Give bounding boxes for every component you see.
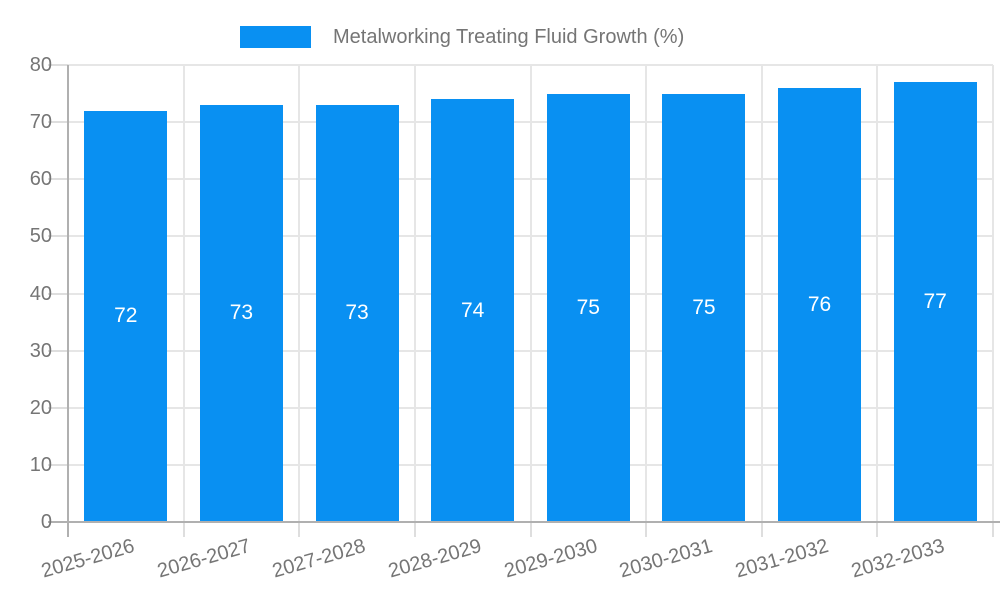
y-axis-line: [67, 65, 69, 537]
y-tick-label: 10: [29, 453, 52, 476]
y-tick-label: 30: [29, 339, 52, 362]
bar: [778, 87, 862, 522]
bar-value-label: 76: [807, 292, 832, 316]
bar-value-label: 77: [923, 290, 947, 314]
x-axis-tick: [413, 522, 416, 537]
y-tick-label: 0: [40, 511, 52, 533]
v-gridline: [992, 65, 994, 522]
y-tick-label: 60: [29, 168, 52, 191]
x-axis-tick: [182, 522, 185, 537]
y-axis-tick: [48, 406, 68, 409]
x-tick-label: 2029-2030: [501, 534, 600, 583]
v-gridline: [876, 65, 879, 522]
v-gridline: [645, 65, 648, 522]
bar-value-label: 73: [345, 301, 369, 325]
bar: [662, 93, 746, 522]
x-axis-tick: [876, 522, 879, 537]
y-axis-tick: [48, 463, 68, 466]
x-tick-label: 2028-2029: [386, 534, 485, 583]
y-axis-tick: [48, 235, 68, 238]
y-tick-label: 70: [29, 111, 52, 134]
y-axis-tick: [48, 121, 68, 124]
x-axis-tick: [760, 522, 763, 537]
y-axis-tick: [48, 292, 68, 295]
bar-value-label: 74: [461, 298, 485, 322]
bar-value-label: 73: [229, 301, 254, 325]
x-tick-label: 2031-2032: [732, 534, 831, 583]
x-axis-tick: [529, 522, 532, 537]
y-axis-tick: [48, 349, 68, 352]
v-gridline: [298, 65, 301, 522]
bar-value-label: 72: [114, 304, 138, 328]
bar-value-label: 75: [576, 295, 600, 319]
bar-value-label: 75: [692, 295, 716, 319]
legend: Metalworking Treating Fluid Growth (%): [240, 24, 684, 50]
y-tick-label: 80: [29, 54, 52, 76]
x-axis-tick: [298, 522, 301, 537]
x-axis-tick: [645, 522, 648, 537]
y-axis-tick: [48, 178, 68, 181]
legend-label: Metalworking Treating Fluid Growth (%): [333, 26, 685, 48]
x-axis-line: [48, 521, 1000, 523]
x-tick-label: 2027-2028: [270, 534, 369, 583]
bar: [546, 93, 630, 522]
v-gridline: [413, 65, 416, 522]
bar: [84, 110, 168, 522]
bar: [199, 104, 283, 522]
bar: [893, 82, 977, 522]
x-tick-label: 2032-2033: [848, 534, 947, 583]
v-gridline: [529, 65, 532, 522]
legend-swatch: [240, 26, 311, 48]
x-tick-label: 2025-2026: [39, 534, 138, 583]
y-tick-label: 40: [29, 282, 52, 305]
bar: [315, 104, 399, 522]
x-tick-label: 2030-2031: [617, 534, 716, 583]
x-tick-label: 2026-2027: [154, 534, 253, 583]
v-gridline: [182, 65, 185, 522]
x-axis-tick: [992, 522, 994, 537]
y-tick-label: 50: [29, 225, 52, 248]
y-axis-tick: [48, 64, 68, 66]
v-gridline: [760, 65, 763, 522]
y-tick-label: 20: [29, 396, 52, 419]
bar: [431, 99, 515, 522]
